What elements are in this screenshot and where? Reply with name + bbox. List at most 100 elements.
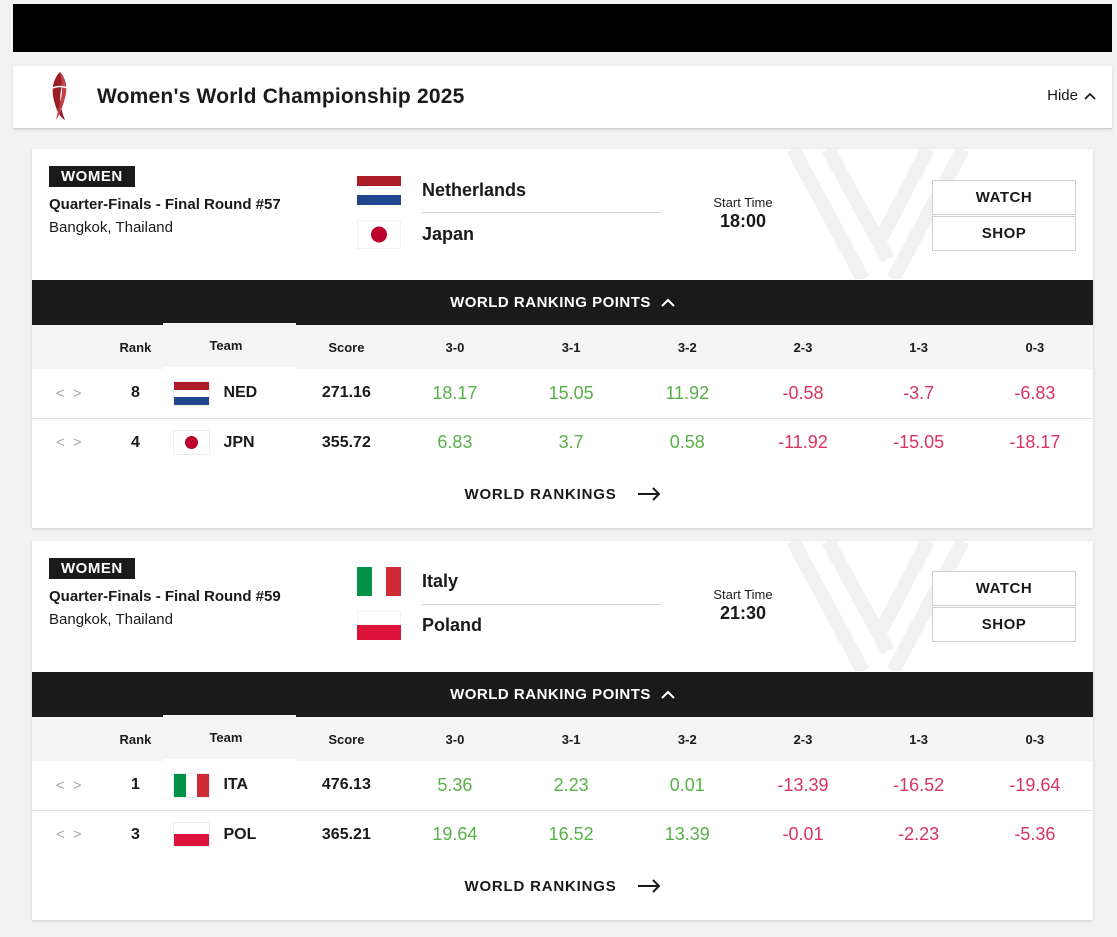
points-3-0: 18.17 (432, 382, 478, 403)
points-0-3: -6.83 (1014, 382, 1056, 403)
world-ranking-points-toggle[interactable]: WORLD RANKING POINTS (32, 672, 1093, 717)
start-time-block: Start Time 21:30 (702, 587, 784, 624)
watch-button[interactable]: WATCH (932, 571, 1076, 606)
points-1-3: -2.23 (898, 824, 940, 845)
table-row: < > 1 ITA 476.13 5.36 2.23 0.01 -13.39 -… (32, 761, 1093, 810)
arrow-right-icon (637, 879, 660, 893)
chevron-left-right-icon[interactable]: < > (55, 776, 84, 794)
poland-flag-icon (173, 822, 211, 848)
points-0-3: -18.17 (1009, 432, 1061, 453)
col-3-2: 3-2 (677, 731, 697, 747)
team-row-away[interactable]: Japan (357, 220, 474, 249)
points-1-3: -16.52 (893, 774, 945, 795)
match-card: WOMEN Quarter-Finals - Final Round #57 B… (32, 149, 1093, 528)
team-row-home[interactable]: Italy (357, 567, 458, 596)
points-3-2: 0.01 (669, 774, 705, 795)
points-1-3: -15.05 (893, 432, 945, 453)
team-cell[interactable]: ITA (163, 761, 295, 810)
hide-toggle[interactable]: Hide (1047, 87, 1096, 104)
team-row-home[interactable]: Netherlands (357, 176, 526, 205)
points-2-3: -11.92 (778, 432, 828, 453)
watch-button[interactable]: WATCH (932, 180, 1076, 215)
col-0-3: 0-3 (1025, 731, 1045, 747)
watermark-logo (786, 541, 970, 671)
chevron-left-right-icon[interactable]: < > (55, 434, 84, 452)
japan-flag-icon (173, 430, 211, 456)
start-time: 21:30 (719, 603, 767, 623)
col-1-3: 1-3 (909, 339, 929, 355)
points-3-2: 11.92 (665, 382, 710, 403)
points-3-1: 3.7 (558, 432, 584, 453)
match-venue: Bangkok, Thailand (49, 611, 173, 628)
world-rankings-label: WORLD RANKINGS (464, 877, 617, 895)
netherlands-flag-icon (357, 176, 401, 205)
table-row: < > 8 NED 271.16 18.17 15.05 11.92 -0.58… (32, 369, 1093, 418)
world-rankings-link[interactable]: WORLD RANKINGS (32, 859, 1093, 913)
team-row-away[interactable]: Poland (357, 611, 482, 640)
team-cell[interactable]: POL (163, 810, 295, 859)
col-0-3: 0-3 (1025, 339, 1045, 355)
action-buttons: WATCH SHOP (932, 571, 1076, 643)
start-time-label: Start Time (713, 195, 773, 210)
world-ranking-points-toggle[interactable]: WORLD RANKING POINTS (32, 280, 1093, 325)
watermark-logo (786, 149, 970, 279)
col-3-1: 3-1 (561, 339, 581, 355)
points-3-0: 19.64 (432, 824, 478, 845)
points-2-3: -0.58 (782, 382, 824, 403)
championship-header: Women's World Championship 2025 Hide (13, 66, 1112, 129)
hide-label: Hide (1047, 87, 1078, 104)
ranking-points-table: Rank Team Score 3-0 3-1 3-2 2-3 1-3 0-3 … (32, 717, 1093, 859)
col-2-3: 2-3 (793, 339, 813, 355)
points-3-2: 13.39 (664, 824, 710, 845)
match-venue: Bangkok, Thailand (49, 219, 173, 236)
world-rankings-link[interactable]: WORLD RANKINGS (32, 467, 1093, 521)
shop-button[interactable]: SHOP (932, 607, 1076, 642)
team-code: NED (223, 384, 258, 402)
page-title: Women's World Championship 2025 (97, 85, 465, 108)
score-cell: 271.16 (321, 384, 371, 402)
italy-flag-icon (173, 772, 211, 798)
table-row: < > 4 JPN 355.72 6.83 3.7 0.58 -11.92 -1… (32, 418, 1093, 467)
points-3-1: 15.05 (548, 382, 594, 403)
team-name: Netherlands (422, 180, 527, 200)
ranking-points-table: Rank Team Score 3-0 3-1 3-2 2-3 1-3 0-3 … (32, 325, 1093, 467)
chevron-left-right-icon[interactable]: < > (55, 384, 84, 402)
col-1-3: 1-3 (909, 731, 929, 747)
points-1-3: -3.7 (903, 382, 935, 403)
col-score: Score (328, 731, 365, 747)
volleyball-logo-icon (52, 72, 68, 120)
match-round: Quarter-Finals - Final Round #59 (49, 588, 281, 605)
points-3-0: 6.83 (437, 432, 473, 453)
chevron-up-icon (661, 298, 675, 307)
team-code: POL (223, 825, 257, 843)
team-cell[interactable]: NED (163, 369, 295, 418)
action-buttons: WATCH SHOP (932, 180, 1076, 252)
shop-button[interactable]: SHOP (932, 216, 1076, 251)
col-rank: Rank (119, 339, 152, 355)
points-3-2: 0.58 (669, 432, 705, 453)
rank-cell: 4 (130, 433, 140, 451)
team-name: Italy (422, 571, 459, 591)
col-team: Team (209, 337, 243, 353)
italy-flag-icon (357, 567, 401, 596)
points-3-1: 2.23 (553, 774, 589, 795)
gender-badge: WOMEN (49, 558, 135, 579)
arrow-right-icon (637, 487, 660, 501)
ranking-points-title: WORLD RANKING POINTS (450, 294, 651, 311)
netherlands-flag-icon (173, 380, 211, 406)
col-3-0: 3-0 (445, 339, 465, 355)
points-2-3: -0.01 (782, 824, 824, 845)
score-cell: 355.72 (321, 433, 371, 451)
team-code: ITA (223, 776, 249, 794)
points-3-1: 16.52 (548, 824, 594, 845)
points-2-3: -13.39 (777, 774, 829, 795)
col-3-0: 3-0 (445, 731, 465, 747)
start-time: 18:00 (719, 211, 767, 231)
chevron-left-right-icon[interactable]: < > (55, 826, 84, 844)
score-cell: 365.21 (321, 825, 371, 843)
chevron-up-icon (1084, 92, 1096, 100)
points-3-0: 5.36 (437, 774, 473, 795)
points-0-3: -19.64 (1009, 774, 1061, 795)
team-cell[interactable]: JPN (163, 418, 295, 467)
match-card: WOMEN Quarter-Finals - Final Round #59 B… (32, 541, 1093, 920)
